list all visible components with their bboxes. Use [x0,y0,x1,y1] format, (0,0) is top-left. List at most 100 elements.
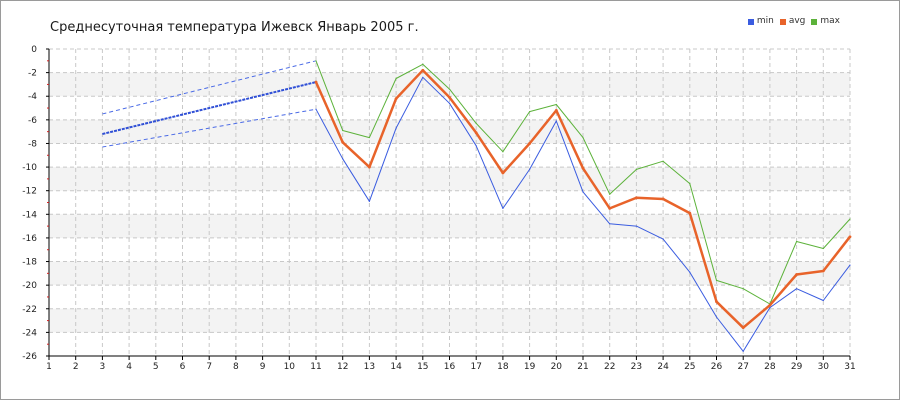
data-point-max [849,218,851,220]
x-tick-label: 10 [284,362,296,372]
data-point-avg [848,235,852,239]
data-point-avg [821,269,825,273]
x-tick-label: 5 [153,362,159,372]
x-tick-label: 22 [604,362,615,372]
interpolation-line-avg [102,81,317,135]
x-tick-label: 18 [497,362,509,372]
data-point-avg [741,326,745,330]
x-tick-label: 30 [818,362,830,372]
legend-item-avg: avg [779,16,806,26]
x-tick-label: 8 [233,362,239,372]
data-point-min [582,191,584,193]
data-point-avg [448,96,451,99]
data-point-max [662,160,664,162]
data-point-min [448,102,451,104]
y-tick-label: -26 [22,352,37,362]
data-point-min [822,299,824,302]
y-tick-label: -14 [22,210,37,220]
data-point-avg [608,207,612,210]
data-point-min [342,158,344,160]
x-tick-label: 27 [737,362,748,372]
data-point-avg [715,300,718,304]
data-point-min [635,225,638,227]
data-point-min [315,108,317,110]
data-point-avg [501,171,505,175]
data-point-max [689,183,691,185]
data-point-max [582,136,584,139]
legend-item-max: max [811,16,840,26]
x-tick-label: 23 [631,362,642,372]
data-point-max [395,77,397,80]
x-tick-label: 25 [684,362,695,372]
legend-label: min [756,16,774,26]
x-tick-label: 9 [260,362,266,372]
data-point-avg [421,68,425,72]
data-point-max [609,193,611,195]
data-point-avg [635,196,638,200]
data-point-avg [474,131,478,135]
y-tick-label: -8 [28,139,37,149]
legend-item-min: min [747,16,774,26]
legend-swatch [747,19,754,25]
legend-swatch [779,19,786,25]
data-point-max [315,60,317,62]
data-point-avg [314,80,318,84]
data-point-min [529,168,531,171]
data-point-min [742,350,744,352]
data-point-max [555,103,557,106]
x-tick-label: 29 [791,362,803,372]
plot-band [49,119,850,144]
x-tick-label: 13 [364,362,375,372]
data-point-min [502,207,504,210]
x-tick-label: 1 [46,362,52,372]
y-tick-label: -18 [22,258,37,268]
data-point-max [529,110,531,113]
data-point-max [342,129,344,132]
data-point-max [368,136,370,139]
data-point-min [849,264,851,266]
interpolation-line-max [102,60,317,115]
x-tick-label: 17 [470,362,481,372]
data-point-min [368,200,370,202]
data-point-min [555,120,557,122]
legend-swatch [811,19,818,25]
data-point-avg [394,97,398,100]
data-point-min [796,288,798,290]
data-point-max [422,63,424,65]
interpolation-line-min [102,108,317,148]
data-point-min [662,238,664,240]
data-point-min [769,306,771,309]
data-point-avg [795,273,798,276]
data-point-min [689,271,691,273]
x-tick-label: 20 [551,362,563,372]
data-point-avg [688,211,692,215]
data-point-min [609,223,611,225]
data-point-max [715,279,718,282]
x-tick-label: 14 [390,362,402,372]
data-point-avg [341,140,345,144]
data-point-avg [661,197,665,201]
data-point-max [502,151,504,153]
legend-label: avg [788,16,806,26]
x-tick-label: 3 [100,362,106,372]
x-tick-label: 2 [73,362,79,372]
chart-legend: min avg max [747,16,840,26]
data-point-max [742,288,744,290]
plot-band [49,308,850,333]
data-point-min [422,76,424,78]
y-tick-label: -6 [28,116,37,126]
x-tick-label: 21 [577,362,588,372]
y-tick-label: -12 [22,187,37,197]
data-point-avg [554,109,558,112]
y-tick-label: -22 [22,305,37,315]
x-tick-label: 16 [444,362,456,372]
data-point-max [448,88,451,90]
x-tick-label: 12 [337,362,348,372]
data-point-avg [581,166,585,170]
y-tick-label: 0 [31,45,37,55]
x-tick-label: 4 [126,362,132,372]
data-point-max [822,247,824,250]
data-point-avg [528,142,531,145]
data-point-avg [368,165,371,169]
x-tick-label: 31 [844,362,855,372]
